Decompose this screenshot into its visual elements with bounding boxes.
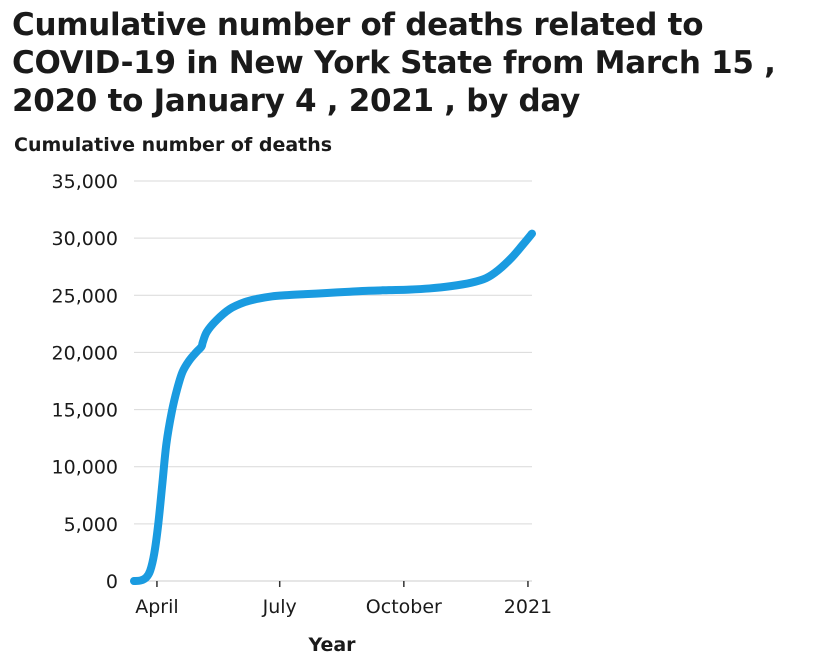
x-tick-label: April [135, 596, 178, 618]
x-tick-labels: April July October 2021 [135, 581, 552, 618]
series-line [130, 229, 536, 585]
x-tick-label: October [366, 596, 442, 618]
y-tick-labels: 0 5,000 10,000 15,000 20,000 25,000 30,000 35,0… [52, 171, 118, 593]
chart-title: Cumulative number of deaths related to C… [12, 7, 776, 119]
x-tick-label: July [262, 596, 297, 618]
y-tick-label: 5,000 [64, 514, 118, 536]
grid-lines [134, 180, 532, 582]
x-tick-label: 2021 [504, 596, 552, 618]
y-tick-label: 30,000 [52, 228, 118, 250]
y-tick-label: 10,000 [52, 457, 118, 479]
y-tick-label: 35,000 [52, 171, 118, 193]
x-axis-label: Year [308, 634, 356, 656]
y-tick-label: 25,000 [52, 285, 118, 307]
series-lines [130, 229, 536, 585]
y-tick-label: 15,000 [52, 400, 118, 422]
y-tick-label: 0 [106, 571, 118, 593]
y-tick-label: 20,000 [52, 342, 118, 364]
y-axis-label: Cumulative number of deaths [14, 134, 333, 156]
